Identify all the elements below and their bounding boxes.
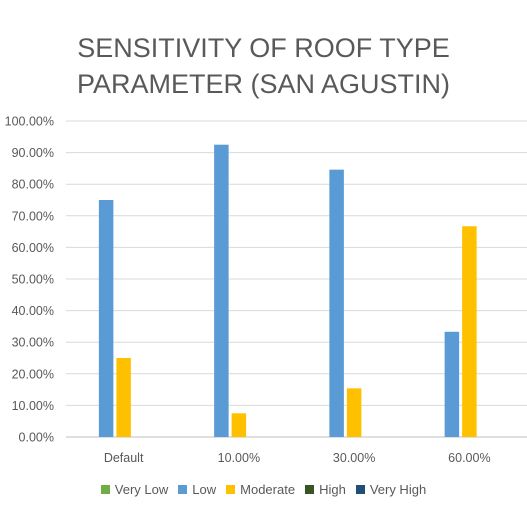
y-tick-label: 0.00% [19, 431, 54, 445]
y-tick-label: 90.00% [12, 146, 54, 160]
bar-low [98, 200, 114, 437]
y-tick-label: 100.00% [5, 115, 54, 129]
legend-label: Very High [369, 482, 427, 497]
y-tick-label: 30.00% [12, 336, 54, 350]
y-axis-tick-labels: 0.00% 10.00% 20.00% 30.00% 40.00% 50.00% 60.00… [5, 115, 54, 445]
legend-item: Low [178, 482, 216, 497]
x-tick-label: 10.00% [218, 451, 260, 465]
y-tick-label: 80.00% [12, 178, 54, 192]
bars [98, 144, 477, 437]
legend-swatch [355, 485, 365, 494]
chart-title: SENSITIVITY OF ROOF TYPE PARAMETER (SAN … [76, 33, 451, 99]
bar-low [329, 169, 344, 437]
legend-swatch [226, 485, 236, 494]
legend-label: Very Low [114, 482, 169, 497]
y-tick-label: 70.00% [12, 209, 54, 223]
legend-item: Very High [355, 482, 427, 497]
legend: Very Low Low Moderate High Very High [0, 482, 527, 497]
y-tick-label: 60.00% [12, 241, 54, 255]
legend-swatch [100, 485, 110, 494]
y-tick-label: 50.00% [12, 273, 54, 287]
bar-moderate [116, 358, 131, 437]
legend-item: Moderate [226, 482, 295, 497]
bar-moderate [462, 226, 477, 437]
legend-swatch [178, 485, 188, 494]
x-tick-label: 30.00% [333, 451, 375, 465]
x-axis-tick-labels: Default 10.00% 30.00% 60.00% [104, 451, 491, 465]
y-tick-label: 10.00% [12, 399, 54, 413]
x-tick-label: Default [104, 451, 144, 465]
bar-low [444, 331, 460, 437]
legend-swatch [305, 485, 315, 494]
bar-low [214, 144, 229, 437]
legend-item: Very Low [100, 482, 169, 497]
y-tick-label: 40.00% [12, 304, 54, 318]
legend-label: Moderate [240, 482, 296, 497]
legend-label: Low [192, 482, 217, 497]
y-tick-label: 20.00% [12, 367, 54, 381]
x-tick-label: 60.00% [448, 451, 490, 465]
bar-moderate [346, 388, 362, 437]
bar-moderate [231, 413, 247, 437]
legend-label: High [319, 482, 346, 497]
legend-item: High [305, 482, 346, 497]
